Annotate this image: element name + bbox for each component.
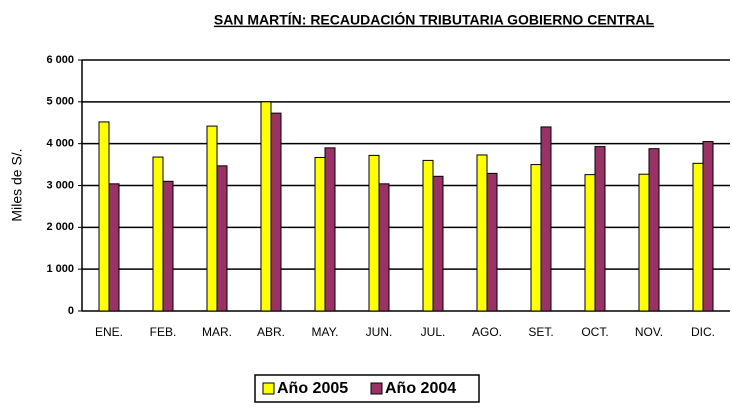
bar [594, 146, 606, 312]
bar [324, 147, 336, 312]
bar [584, 174, 596, 312]
bar [692, 162, 704, 312]
y-axis-label: Miles de S/. [9, 148, 25, 221]
legend-swatch [262, 382, 275, 395]
bar [638, 173, 650, 312]
x-tick-label: MAR. [202, 325, 232, 339]
bar [260, 101, 272, 312]
bar [648, 148, 660, 312]
x-tick-label: MAY. [312, 325, 339, 339]
bar [476, 154, 488, 312]
x-tick-label: DIC. [691, 325, 715, 339]
bar [108, 183, 120, 312]
bar [422, 159, 434, 312]
x-tick-label: JUL. [421, 325, 446, 339]
bar [540, 126, 552, 312]
y-tick-label: 5 000 [46, 96, 74, 108]
bar [702, 141, 714, 312]
x-tick-label: FEB. [150, 325, 177, 339]
chart-title: SAN MARTÍN: RECAUDACIÓN TRIBUTARIA GOBIE… [214, 11, 655, 28]
bar [152, 156, 164, 312]
y-tick-label: 0 [68, 305, 74, 317]
legend-swatch [370, 382, 383, 395]
x-tick-label: OCT. [581, 325, 608, 339]
bar [216, 165, 228, 312]
legend-label: Año 2005 [277, 380, 348, 397]
bar [432, 175, 444, 312]
bar [314, 156, 326, 312]
bar [530, 164, 542, 312]
bar [162, 180, 174, 312]
x-tick-label: ENE. [95, 325, 123, 339]
x-tick-label: ABR. [257, 325, 285, 339]
bar [98, 121, 110, 312]
bar [206, 125, 218, 312]
x-tick-label: SET. [528, 325, 553, 339]
bar [486, 172, 498, 312]
legend-box [254, 374, 480, 403]
y-tick-label: 4 000 [46, 138, 74, 150]
bar [368, 154, 380, 312]
y-tick-label: 1 000 [46, 263, 74, 275]
bar [270, 112, 282, 312]
bar [378, 183, 390, 312]
x-tick-label: NOV. [635, 325, 663, 339]
x-tick-label: JUN. [366, 325, 393, 339]
y-tick-label: 3 000 [46, 179, 74, 191]
x-tick-label: AGO. [472, 325, 502, 339]
y-tick-label: 2 000 [46, 221, 74, 233]
y-tick-label: 6 000 [46, 54, 74, 66]
legend-label: Año 2004 [385, 380, 456, 397]
